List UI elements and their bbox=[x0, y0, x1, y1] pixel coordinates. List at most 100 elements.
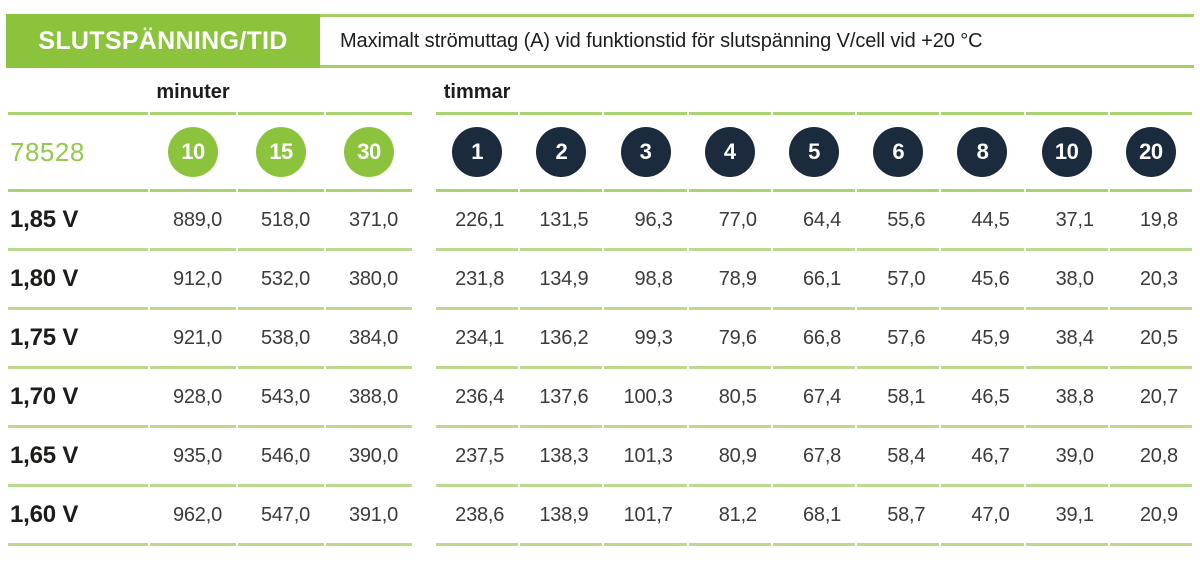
data-cell-hours: 55,6 bbox=[857, 192, 940, 251]
data-cell-minutes: 538,0 bbox=[238, 310, 324, 369]
hours-header-cell: 4 bbox=[688, 115, 771, 192]
data-cell-hours: 81,2 bbox=[688, 487, 771, 546]
data-cell-hours: 99,3 bbox=[604, 310, 687, 369]
data-cell-hours: 20,8 bbox=[1109, 428, 1192, 487]
data-cell-hours: 231,8 bbox=[436, 251, 519, 310]
hours-header-badge: 10 bbox=[1041, 127, 1092, 177]
data-cell-minutes: 921,0 bbox=[150, 310, 236, 369]
data-cell-hours: 131,5 bbox=[520, 192, 603, 251]
group-row-lead-cell bbox=[8, 68, 148, 115]
data-cell-minutes: 889,0 bbox=[150, 192, 236, 251]
group-gap bbox=[414, 192, 434, 251]
group-header-cell bbox=[1025, 68, 1108, 115]
data-cell-hours: 77,0 bbox=[688, 192, 771, 251]
data-cell-minutes: 543,0 bbox=[238, 369, 324, 428]
group-gap bbox=[414, 68, 434, 115]
data-cell-hours: 57,6 bbox=[857, 310, 940, 369]
data-cell-minutes: 546,0 bbox=[238, 428, 324, 487]
data-cell-hours: 136,2 bbox=[520, 310, 603, 369]
group-gap bbox=[414, 115, 434, 192]
hours-header-badge: 2 bbox=[536, 127, 587, 177]
hours-header-cell: 5 bbox=[772, 115, 856, 192]
hours-group-label: timmar bbox=[436, 68, 519, 115]
hours-header-cell: 20 bbox=[1109, 115, 1192, 192]
hours-header-badge: 20 bbox=[1125, 127, 1176, 177]
data-cell-hours: 19,8 bbox=[1109, 192, 1192, 251]
data-cell-hours: 78,9 bbox=[688, 251, 771, 310]
group-header-cell bbox=[688, 68, 771, 115]
group-gap bbox=[414, 310, 434, 369]
group-header-cell bbox=[604, 68, 687, 115]
data-cell-hours: 138,9 bbox=[520, 487, 603, 546]
row-label-voltage: 1,80 V bbox=[8, 251, 148, 310]
data-cell-minutes: 391,0 bbox=[326, 487, 412, 546]
table-header: SLUTSPÄNNING/TID Maximalt strömuttag (A)… bbox=[6, 14, 1194, 68]
group-header-cell bbox=[520, 68, 603, 115]
row-label-voltage: 1,75 V bbox=[8, 310, 148, 369]
data-cell-hours: 38,0 bbox=[1025, 251, 1108, 310]
data-cell-hours: 39,1 bbox=[1025, 487, 1108, 546]
data-cell-minutes: 935,0 bbox=[150, 428, 236, 487]
data-cell-hours: 44,5 bbox=[941, 192, 1024, 251]
data-cell-minutes: 962,0 bbox=[150, 487, 236, 546]
hours-header-cell: 8 bbox=[941, 115, 1024, 192]
data-cell-hours: 67,4 bbox=[772, 369, 856, 428]
data-cell-minutes: 928,0 bbox=[150, 369, 236, 428]
data-cell-hours: 20,9 bbox=[1109, 487, 1192, 546]
hours-header-badge: 1 bbox=[452, 127, 503, 177]
data-cell-hours: 238,6 bbox=[436, 487, 519, 546]
data-cell-hours: 80,5 bbox=[688, 369, 771, 428]
data-cell-hours: 57,0 bbox=[857, 251, 940, 310]
data-cell-hours: 137,6 bbox=[520, 369, 603, 428]
group-gap bbox=[414, 251, 434, 310]
data-cell-hours: 64,4 bbox=[772, 192, 856, 251]
hours-header-cell: 1 bbox=[436, 115, 519, 192]
data-cell-hours: 138,3 bbox=[520, 428, 603, 487]
data-cell-hours: 37,1 bbox=[1025, 192, 1108, 251]
data-cell-hours: 46,5 bbox=[941, 369, 1024, 428]
data-cell-hours: 80,9 bbox=[688, 428, 771, 487]
data-cell-hours: 101,7 bbox=[604, 487, 687, 546]
group-header-cell bbox=[772, 68, 856, 115]
data-cell-hours: 237,5 bbox=[436, 428, 519, 487]
hours-header-cell: 2 bbox=[520, 115, 603, 192]
hours-header-badge: 6 bbox=[873, 127, 924, 177]
data-cell-minutes: 388,0 bbox=[326, 369, 412, 428]
group-header-cell bbox=[857, 68, 940, 115]
minutes-header-cell: 15 bbox=[238, 115, 324, 192]
table-description: Maximalt strömuttag (A) vid funktionstid… bbox=[320, 14, 1194, 68]
data-cell-hours: 47,0 bbox=[941, 487, 1024, 546]
data-cell-minutes: 518,0 bbox=[238, 192, 324, 251]
data-cell-hours: 38,4 bbox=[1025, 310, 1108, 369]
group-header-cell bbox=[941, 68, 1024, 115]
group-header-cell bbox=[238, 68, 324, 115]
data-cell-hours: 101,3 bbox=[604, 428, 687, 487]
hours-header-badge: 8 bbox=[957, 127, 1008, 177]
data-cell-hours: 98,8 bbox=[604, 251, 687, 310]
data-table: minuter timmar 78528 10 15 30 1 2 3 4 5 6 8 10 20 1,85 … bbox=[8, 68, 1192, 546]
data-cell-hours: 58,7 bbox=[857, 487, 940, 546]
minutes-header-cell: 10 bbox=[150, 115, 236, 192]
data-cell-hours: 79,6 bbox=[688, 310, 771, 369]
group-header-cell bbox=[326, 68, 412, 115]
group-gap bbox=[414, 369, 434, 428]
minutes-header-badge: 15 bbox=[256, 127, 306, 177]
row-label-voltage: 1,85 V bbox=[8, 192, 148, 251]
data-cell-hours: 46,7 bbox=[941, 428, 1024, 487]
data-cell-hours: 58,1 bbox=[857, 369, 940, 428]
data-cell-hours: 45,9 bbox=[941, 310, 1024, 369]
row-label-voltage: 1,65 V bbox=[8, 428, 148, 487]
data-cell-hours: 66,1 bbox=[772, 251, 856, 310]
data-cell-minutes: 371,0 bbox=[326, 192, 412, 251]
row-label-voltage: 1,60 V bbox=[8, 487, 148, 546]
hours-header-badge: 4 bbox=[704, 127, 755, 177]
data-cell-hours: 100,3 bbox=[604, 369, 687, 428]
group-gap bbox=[414, 428, 434, 487]
data-cell-hours: 45,6 bbox=[941, 251, 1024, 310]
product-code: 78528 bbox=[8, 115, 148, 192]
minutes-group-label: minuter bbox=[150, 68, 236, 115]
data-cell-hours: 226,1 bbox=[436, 192, 519, 251]
data-cell-hours: 234,1 bbox=[436, 310, 519, 369]
table-title: SLUTSPÄNNING/TID bbox=[6, 14, 320, 68]
